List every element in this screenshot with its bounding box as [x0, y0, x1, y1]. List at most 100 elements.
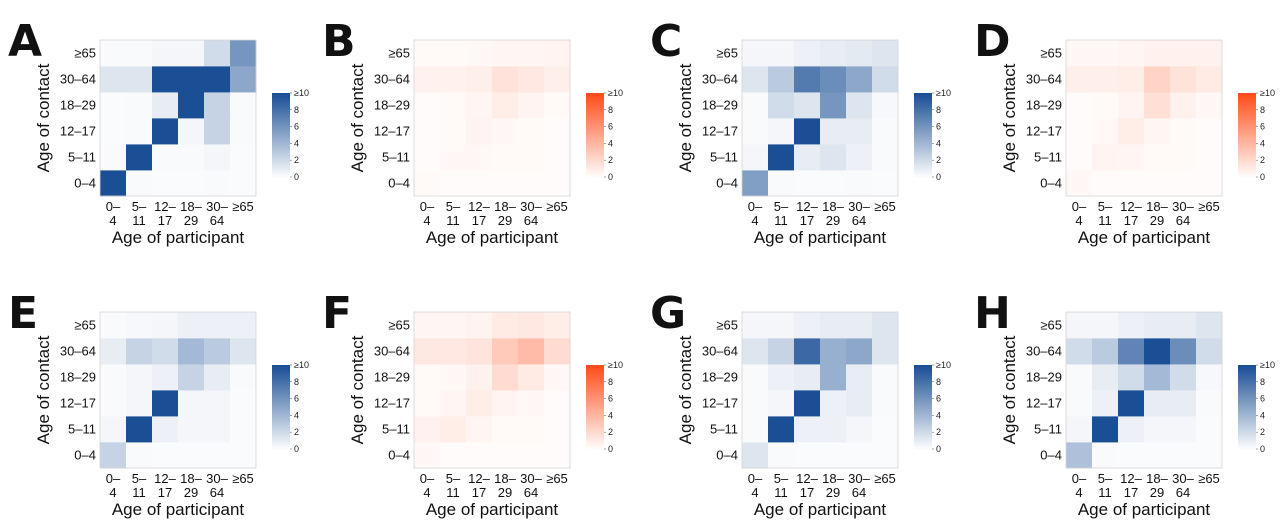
- legend-gradient-step: [1238, 365, 1256, 368]
- legend-gradient-step: [914, 400, 932, 404]
- legend-gradient-step: [914, 428, 932, 431]
- legend-label: 8: [1260, 377, 1265, 387]
- heatmap-cell: [1066, 416, 1093, 443]
- y-tick-label: 0–4: [716, 176, 738, 191]
- legend-gradient-step: [914, 109, 932, 113]
- heatmap-cell: [126, 390, 153, 417]
- heatmap-cell: [466, 416, 493, 443]
- heatmap-cell: [1170, 390, 1197, 417]
- heatmap-cell: [178, 92, 205, 119]
- y-tick-label: ≥65: [716, 318, 738, 333]
- legend-gradient-step: [914, 409, 932, 412]
- heatmap-cell: [872, 92, 899, 119]
- legend-gradient-step: [1238, 116, 1256, 119]
- legend-gradient-step: [1238, 367, 1256, 370]
- legend-gradient-step: [586, 434, 604, 437]
- heatmap-cell: [872, 390, 899, 417]
- legend-gradient-step: [914, 111, 932, 115]
- legend-gradient-step: [586, 151, 604, 155]
- heatmap-cell: [126, 170, 153, 197]
- heatmap-cell: [1092, 40, 1119, 67]
- x-axis-title: Age of participant: [754, 228, 887, 247]
- heatmap-cell: [846, 118, 873, 145]
- legend-gradient-step: [586, 116, 604, 119]
- legend-gradient-step: [914, 398, 932, 402]
- y-tick-label: 18–29: [374, 98, 410, 113]
- legend-gradient-step: [1238, 417, 1256, 421]
- legend-gradient-step: [272, 440, 290, 444]
- x-tick-label: 30– 64: [1172, 199, 1194, 228]
- heatmap-cell: [1118, 338, 1145, 365]
- heatmap-cell: [204, 66, 231, 93]
- heatmap-cell: [872, 144, 899, 171]
- heatmap-cell: [1066, 66, 1093, 93]
- heatmap-cell: [794, 312, 821, 339]
- legend-label: 8: [294, 105, 299, 115]
- heatmap-cell: [1170, 170, 1197, 197]
- legend-gradient-step: [914, 432, 932, 435]
- y-tick-label: 0–4: [1040, 448, 1062, 463]
- heatmap-cell: [1092, 66, 1119, 93]
- legend-gradient-step: [1238, 101, 1256, 104]
- legend-gradient-step: [914, 137, 932, 140]
- y-tick-label: 5–11: [68, 150, 96, 165]
- y-tick-label: 5–11: [710, 150, 738, 165]
- x-tick-label: 0– 4: [106, 199, 121, 228]
- legend-gradient-step: [1238, 130, 1256, 134]
- legend-label: 8: [936, 377, 941, 387]
- legend-gradient-step: [1238, 415, 1256, 418]
- y-tick-label: 30–64: [1026, 344, 1062, 359]
- legend-gradient-step: [914, 438, 932, 442]
- heatmap-cell: [544, 170, 571, 197]
- heatmap-cell: [492, 144, 519, 171]
- legend-gradient-step: [914, 369, 932, 372]
- legend-label: 6: [608, 394, 613, 404]
- heatmap-cell: [768, 40, 795, 67]
- heatmap-cell: [1118, 144, 1145, 171]
- legend-gradient-step: [586, 390, 604, 393]
- heatmap-cell: [100, 170, 127, 197]
- legend-gradient-step: [586, 162, 604, 165]
- legend-gradient-step: [586, 109, 604, 113]
- legend-gradient-step: [914, 130, 932, 134]
- heatmap-cell: [872, 338, 899, 365]
- heatmap-cell: [492, 66, 519, 93]
- x-axis-title: Age of participant: [1078, 228, 1211, 247]
- heatmap-cell: [230, 416, 257, 443]
- heatmap-cell: [1118, 92, 1145, 119]
- legend-gradient-step: [914, 114, 932, 117]
- heatmap-cell: [1144, 118, 1171, 145]
- y-axis-title: Age of contact: [1000, 63, 1019, 172]
- legend-gradient-step: [1238, 432, 1256, 435]
- y-tick-label: 0–4: [1040, 176, 1062, 191]
- heatmap-cell: [1092, 118, 1119, 145]
- legend-gradient-step: [586, 101, 604, 104]
- x-tick-label: 5– 11: [132, 471, 147, 500]
- heatmap-cell: [1170, 416, 1197, 443]
- heatmap-cell: [742, 118, 769, 145]
- legend-gradient-step: [272, 145, 290, 149]
- legend-gradient-step: [272, 147, 290, 151]
- x-tick-label: 30– 64: [206, 471, 228, 500]
- heatmap-cell: [1144, 40, 1171, 67]
- legend-gradient-step: [586, 124, 604, 128]
- y-tick-label: 30–64: [1026, 72, 1062, 87]
- legend-gradient-step: [1238, 158, 1256, 161]
- x-tick-label: 18– 29: [822, 199, 844, 228]
- x-tick-label: 12– 17: [154, 199, 176, 228]
- legend-label: 2: [936, 155, 941, 165]
- legend-gradient-step: [272, 162, 290, 165]
- legend-gradient-step: [914, 371, 932, 374]
- legend-label: 6: [1260, 122, 1265, 132]
- legend-gradient-step: [586, 365, 604, 368]
- heatmap-cell: [178, 118, 205, 145]
- legend-gradient-step: [586, 371, 604, 374]
- heatmap-cell: [794, 364, 821, 391]
- legend-gradient-step: [272, 126, 290, 130]
- legend-gradient-step: [1238, 400, 1256, 404]
- heatmap-cell: [846, 92, 873, 119]
- heatmap-cell: [872, 40, 899, 67]
- legend-gradient-step: [586, 111, 604, 115]
